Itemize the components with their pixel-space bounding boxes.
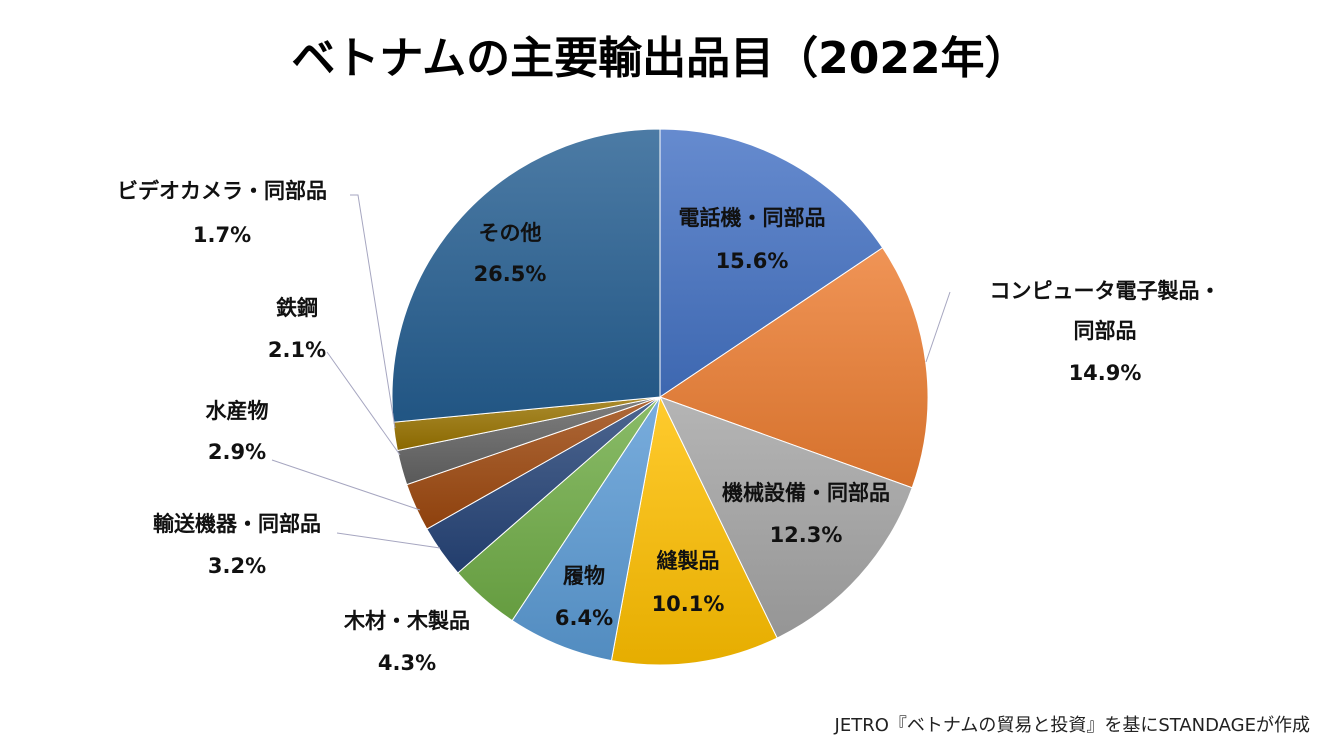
slice-label: 履物 [563,564,605,588]
slice-value-label: 3.2% [208,554,266,578]
leader-line [925,291,951,363]
pie-slice [659,128,884,398]
slice-label: 木材・木製品 [343,609,470,633]
slice-value-label: 10.1% [652,592,725,616]
pie-slice [610,395,778,666]
leader-line [271,459,421,511]
slice-label: その他 [479,221,542,245]
slice-value-label: 1.7% [193,223,251,247]
slice-value-label: 2.1% [268,338,326,362]
pie-slice [659,396,913,639]
slice-label: 同部品 [1074,319,1137,343]
leader-line [350,194,396,429]
slice-value-label: 2.9% [208,440,266,464]
leader-line [336,532,441,549]
slice-label: 機械設備・同部品 [722,481,890,505]
slice-label: 水産物 [206,399,269,423]
slice-value-label: 15.6% [716,249,789,273]
slice-label: 鉄鋼 [276,296,318,320]
chart-title: ベトナムの主要輸出品目（2022年） [291,33,1029,84]
source-note: JETRO『ベトナムの貿易と投資』を基にSTANDAGEが作成 [834,715,1310,736]
pie-slice [391,128,661,423]
slice-value-label: 14.9% [1069,361,1142,385]
slice-label: 輸送機器・同部品 [153,512,321,536]
slice-value-label: 12.3% [770,523,843,547]
slice-label: 電話機・同部品 [679,206,826,230]
slice-label: 縫製品 [657,549,720,573]
slice-value-label: 26.5% [474,262,547,286]
slice-value-label: 6.4% [555,606,613,630]
slice-label: ビデオカメラ・同部品 [117,179,327,203]
pie-slice [658,247,929,489]
leader-line [326,351,401,456]
slice-value-label: 4.3% [378,651,436,675]
slice-label: コンピュータ電子製品・ [990,279,1221,303]
